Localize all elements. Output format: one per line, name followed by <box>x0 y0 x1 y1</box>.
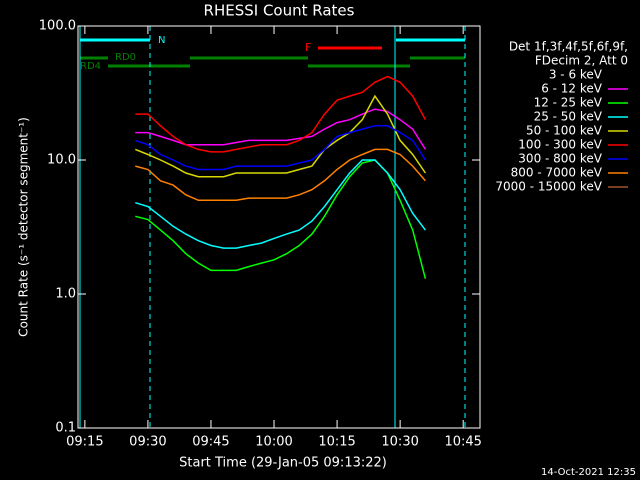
y-tick-label: 0.1 <box>55 421 76 436</box>
y-tick-label: 10.0 <box>47 153 76 168</box>
annotation-label: RD0 <box>115 52 136 63</box>
y-tick-label: 1.0 <box>55 287 76 302</box>
plot-frame <box>77 25 481 429</box>
x-tick-label: 10:45 <box>444 435 481 450</box>
legend-label: 12 - 25 keV <box>534 96 603 110</box>
y-axis-label: Count Rate (s⁻¹ detector segment⁻¹) <box>17 117 31 337</box>
annotations: N F RD0 RD4 <box>79 26 466 428</box>
legend-label: 6 - 12 keV <box>541 82 603 96</box>
legend-title: FDecim 2, Att 0 <box>535 54 628 68</box>
y-tick-label: 100.0 <box>39 19 76 34</box>
x-tick-label: 10:30 <box>381 435 418 450</box>
legend-label: 800 - 7000 keV <box>511 166 603 180</box>
series-line <box>135 159 426 249</box>
series-line <box>135 94 427 178</box>
series-line <box>135 75 427 153</box>
x-tick-label: 09:45 <box>192 435 229 450</box>
legend-title: Det 1f,3f,4f,5f,6f,9f, <box>509 40 628 54</box>
chart-title: RHESSI Count Rates <box>204 2 355 20</box>
x-axis-label: Start Time (29-Jan-05 09:13:22) <box>179 456 387 471</box>
x-tick-label: 09:30 <box>129 435 166 450</box>
legend-label: 3 - 6 keV <box>549 68 603 82</box>
series-line <box>135 125 427 171</box>
annotation-label: F <box>305 41 311 54</box>
x-tick-label: 10:15 <box>318 435 355 450</box>
x-tick-label: 09:15 <box>66 435 103 450</box>
footer: 14-Oct-2021 12:35 <box>541 467 636 478</box>
series-line <box>135 148 426 202</box>
legend-label: 100 - 300 keV <box>518 138 602 152</box>
x-tick-label: 10:00 <box>255 435 292 450</box>
legend-label: 25 - 50 keV <box>534 110 603 124</box>
legend-label: 300 - 800 keV <box>518 152 602 166</box>
annotation-label: N <box>158 35 165 46</box>
annotation-label: RD4 <box>80 61 101 72</box>
legend-label: 7000 - 15000 keV <box>495 180 602 194</box>
legend-label: 50 - 100 keV <box>526 124 603 138</box>
